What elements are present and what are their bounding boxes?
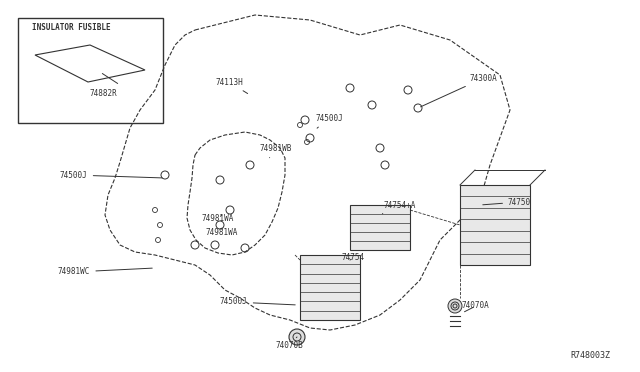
Text: 74981WB: 74981WB: [260, 144, 292, 158]
Text: 74981WA: 74981WA: [205, 228, 237, 237]
Text: 74500J: 74500J: [220, 298, 295, 307]
Text: 74300A: 74300A: [420, 74, 498, 107]
Bar: [460, 185, 530, 265]
Text: 74070B: 74070B: [275, 337, 303, 350]
Text: 74882R: 74882R: [90, 89, 118, 98]
Bar: [18, 18, 163, 123]
Text: 74981WA: 74981WA: [202, 214, 234, 222]
Text: 74113H: 74113H: [215, 77, 248, 93]
Circle shape: [289, 329, 305, 345]
Text: INSULATOR FUSIBLE: INSULATOR FUSIBLE: [32, 23, 111, 32]
Text: 74070A: 74070A: [462, 301, 490, 312]
Text: 74754: 74754: [342, 253, 365, 263]
Text: 74981WC: 74981WC: [58, 267, 152, 276]
Bar: [300, 255, 360, 320]
Text: 74750: 74750: [483, 198, 531, 206]
Bar: [350, 205, 410, 250]
Circle shape: [448, 299, 462, 313]
Text: 74500J: 74500J: [315, 113, 343, 128]
Text: 74754+A: 74754+A: [383, 201, 415, 214]
Text: 74500J: 74500J: [60, 170, 162, 180]
Text: R748003Z: R748003Z: [570, 351, 610, 360]
